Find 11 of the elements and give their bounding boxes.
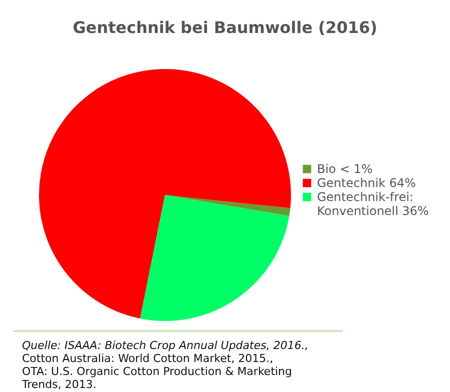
pie-slice	[39, 69, 291, 319]
legend-label: Gentechnik 64%	[317, 176, 416, 190]
chart-title: Gentechnik bei Baumwolle (2016)	[72, 18, 378, 37]
pie-slice	[140, 195, 290, 321]
legend-label: Bio < 1%	[317, 162, 373, 176]
source-note: Quelle: ISAAA: Biotech Crop Annual Updates, 2016.,	[22, 339, 308, 352]
text: Trends, 2013.	[21, 378, 96, 391]
text: OTA: U.S. Organic Cotton Production & Marketing	[22, 365, 292, 378]
legend-label: Gentechnik-frei: Konventionell 36%	[317, 190, 429, 218]
pie-slice	[165, 195, 290, 216]
text: Cotton Australia: World Cotton Market, 2015.,	[22, 352, 274, 365]
